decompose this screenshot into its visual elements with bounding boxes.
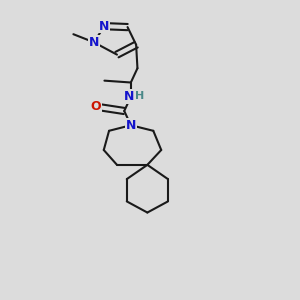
Text: N: N xyxy=(99,20,110,33)
Text: N: N xyxy=(126,119,136,132)
Text: N: N xyxy=(124,90,134,103)
Text: H: H xyxy=(135,92,144,101)
Text: O: O xyxy=(91,100,101,112)
Text: N: N xyxy=(89,36,99,49)
